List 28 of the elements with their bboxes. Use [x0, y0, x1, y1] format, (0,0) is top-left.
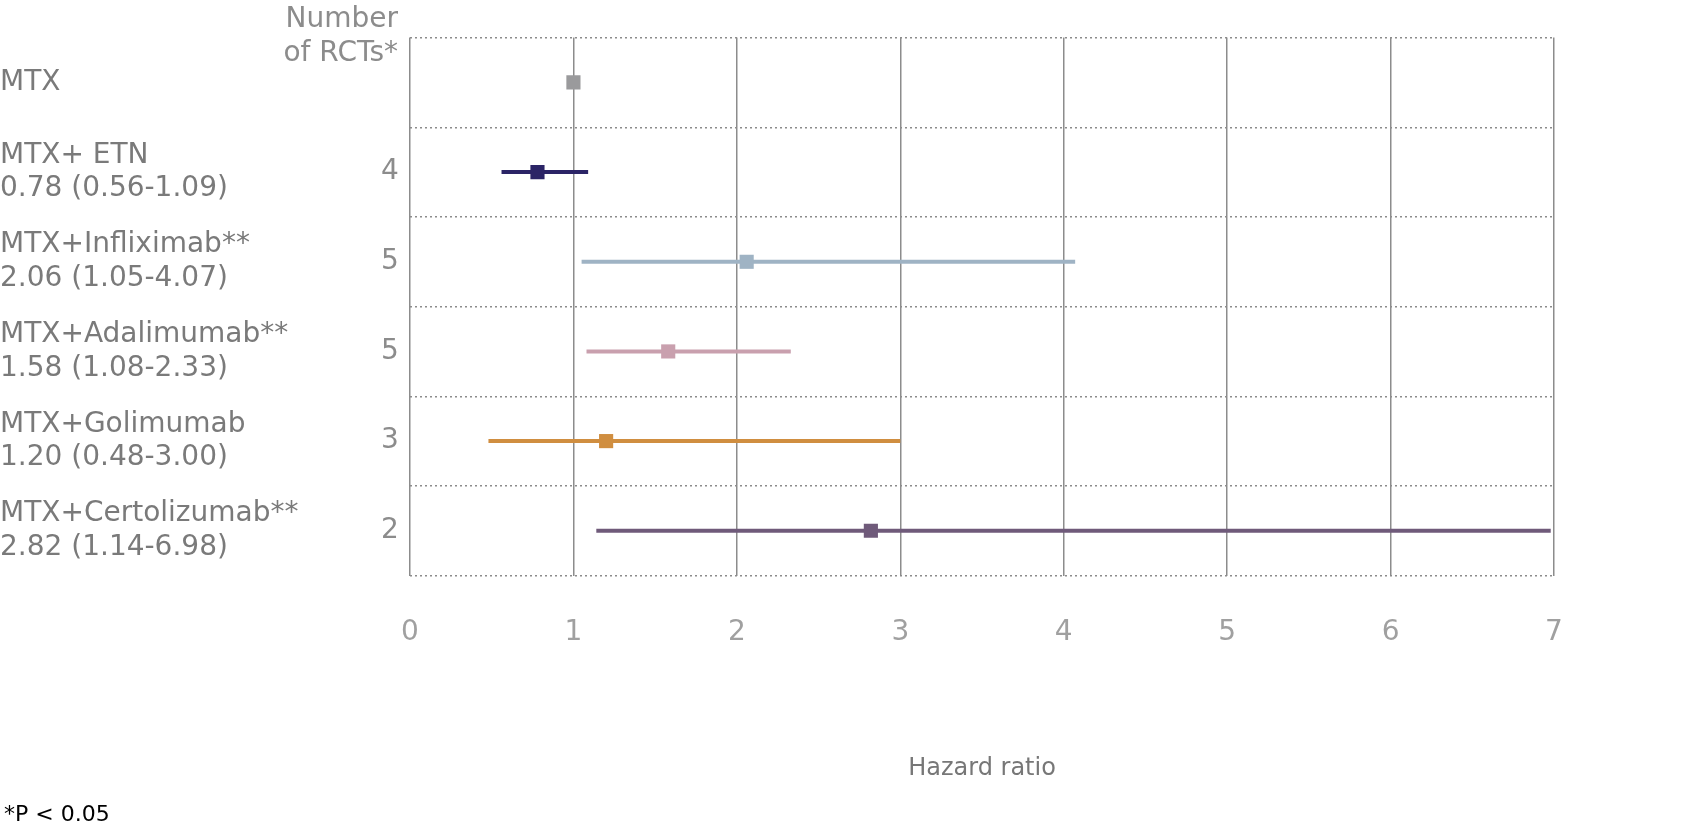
text: 2	[381, 512, 399, 546]
y-tick-label: MTX+Adalimumab** 1.58 (1.08-2.33)	[0, 315, 289, 383]
y-tick-label: MTX+Golimumab 1.20 (0.48-3.00)	[0, 405, 246, 473]
x-tick-label: 1	[564, 613, 583, 647]
y-tick-label: MTX+Certolizumab** 2.82 (1.14-6.98)	[0, 495, 299, 562]
x-tick-label: 2	[727, 613, 746, 647]
text: 4	[381, 153, 399, 187]
x-tick-label: 6	[1381, 613, 1400, 647]
point	[661, 344, 676, 359]
x-tick-label: 3	[891, 613, 910, 647]
point	[566, 75, 581, 90]
x-tick-label: 0	[401, 613, 419, 647]
point	[863, 523, 878, 538]
text: Number of RCTs*	[283, 1, 399, 69]
text: 3	[381, 422, 399, 456]
text: *P < 0.05	[4, 800, 110, 826]
text: 5	[381, 243, 399, 277]
x-tick-label: 5	[1218, 613, 1237, 647]
y-tick-label: MTX+ ETN 0.78 (0.56-1.09)	[0, 136, 228, 204]
y-tick-label: MTX	[0, 63, 61, 97]
x-tick-label: 4	[1054, 613, 1073, 647]
x-tick-label: 7	[1545, 613, 1563, 647]
text: 5	[381, 332, 399, 366]
x-axis-title: Hazard ratio	[908, 752, 1056, 781]
y-tick-label: MTX+Infliximab** 2.06 (1.05-4.07)	[0, 226, 250, 293]
point	[530, 165, 545, 180]
point	[599, 434, 614, 449]
point	[739, 254, 754, 269]
